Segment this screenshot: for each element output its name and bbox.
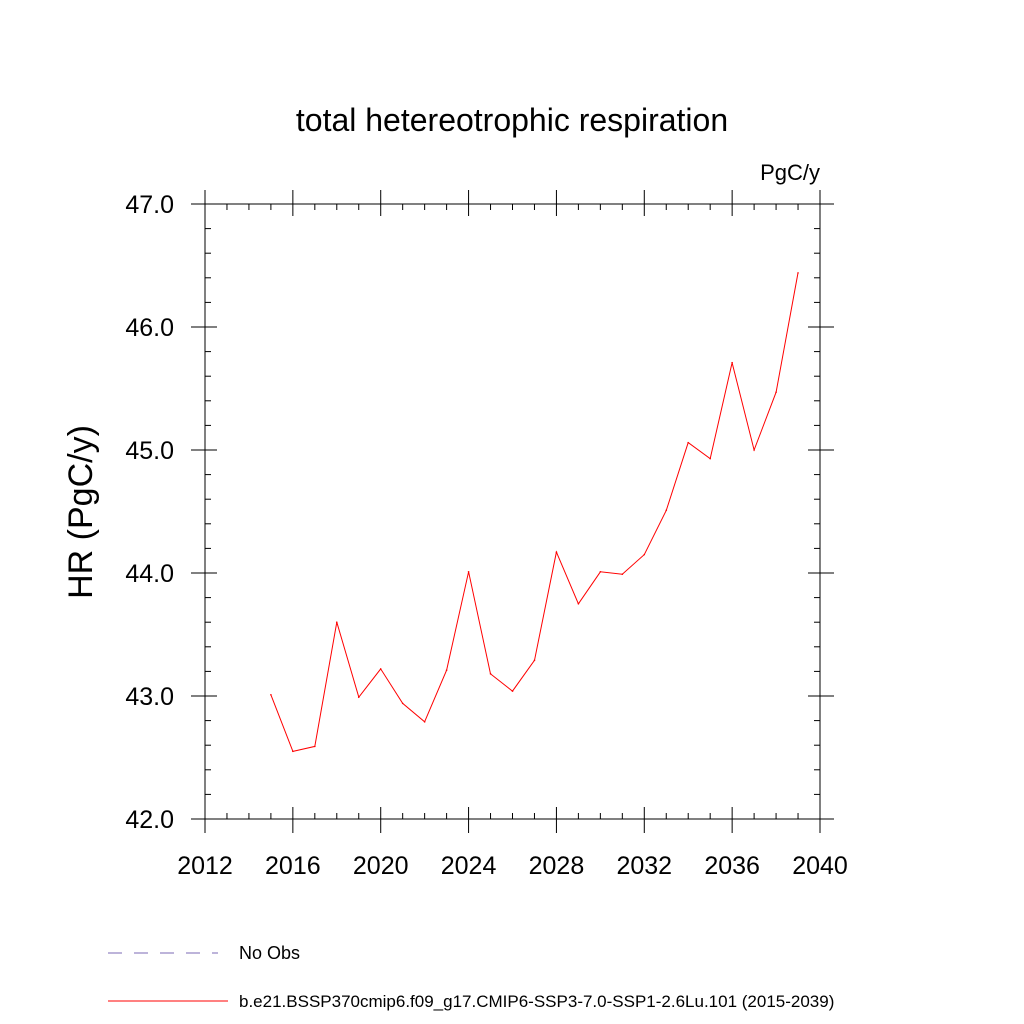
data-point bbox=[270, 693, 272, 696]
axis-tick-labels: 2012 2016 2020 2024 2028 2032 2036 2040 42.0 43.0… bbox=[125, 191, 847, 880]
data-point bbox=[621, 573, 624, 576]
x-tick-label: 2040 bbox=[792, 852, 848, 880]
x-tick-label: 2024 bbox=[441, 852, 497, 880]
legend-label-no-obs: No Obs bbox=[239, 943, 300, 963]
data-point bbox=[797, 272, 799, 274]
x-tick-label: 2032 bbox=[616, 852, 672, 880]
data-point bbox=[665, 509, 668, 512]
axis-ticks bbox=[191, 190, 834, 833]
data-point bbox=[467, 570, 470, 573]
data-point bbox=[687, 441, 690, 444]
data-point bbox=[775, 391, 777, 393]
data-point bbox=[511, 690, 514, 692]
legend: No Obs b.e21.BSSP370cmip6.f09_g17.CMIP6-… bbox=[108, 943, 834, 1011]
legend-label-model-run: b.e21.BSSP370cmip6.f09_g17.CMIP6-SSP3-7.… bbox=[239, 992, 834, 1011]
data-point bbox=[489, 673, 492, 675]
data-series bbox=[270, 272, 799, 753]
data-point bbox=[533, 659, 536, 662]
data-point bbox=[577, 602, 580, 605]
y-tick-label: 46.0 bbox=[125, 314, 174, 342]
units-label: PgC/y bbox=[760, 160, 820, 185]
x-tick-label: 2020 bbox=[353, 852, 409, 880]
y-axis-label: HR (PgC/y) bbox=[62, 425, 100, 599]
series-line bbox=[270, 272, 799, 752]
data-point bbox=[423, 721, 426, 723]
data-point bbox=[643, 553, 646, 556]
data-point bbox=[731, 361, 733, 364]
x-tick-label: 2016 bbox=[265, 852, 321, 880]
data-point bbox=[357, 696, 360, 699]
x-tick-label: 2012 bbox=[177, 852, 233, 880]
data-point bbox=[292, 750, 294, 753]
data-point bbox=[314, 745, 316, 748]
data-point bbox=[709, 457, 711, 460]
y-tick-label: 44.0 bbox=[125, 560, 174, 588]
data-point bbox=[555, 551, 558, 553]
y-tick-label: 47.0 bbox=[125, 191, 174, 219]
data-point bbox=[401, 702, 404, 705]
data-point bbox=[753, 449, 755, 451]
data-point bbox=[445, 669, 448, 671]
y-tick-label: 42.0 bbox=[125, 806, 174, 834]
data-point bbox=[335, 621, 338, 623]
y-tick-label: 45.0 bbox=[125, 437, 174, 465]
plot-frame bbox=[204, 203, 821, 820]
y-tick-label: 43.0 bbox=[125, 683, 174, 711]
x-tick-label: 2028 bbox=[529, 852, 585, 880]
data-point bbox=[599, 570, 602, 573]
x-tick-label: 2036 bbox=[704, 852, 760, 880]
data-point bbox=[379, 668, 382, 670]
chart-title: total hetereotrophic respiration bbox=[296, 102, 728, 138]
